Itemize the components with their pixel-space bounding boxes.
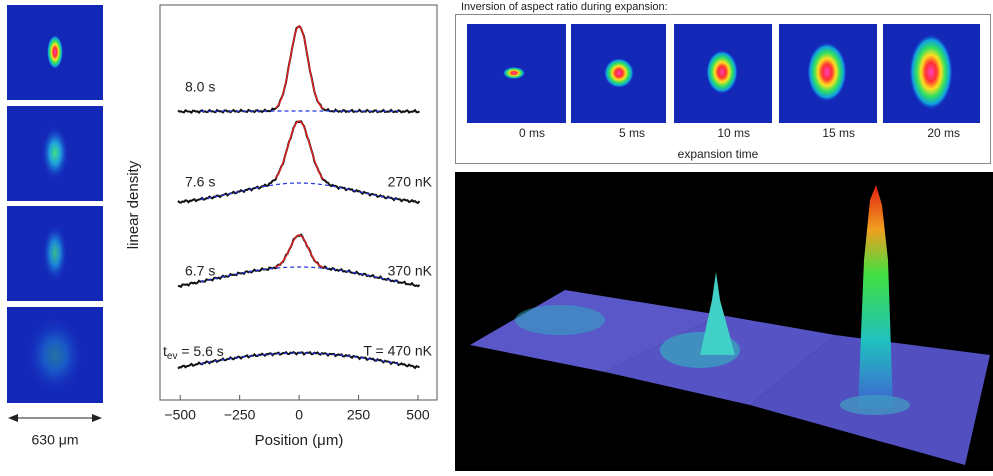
density-profile	[178, 121, 420, 203]
plot-frame	[160, 5, 437, 400]
expansion-title: Inversion of aspect ratio during expansi…	[461, 1, 668, 13]
temperature-label: 270 nK	[388, 174, 433, 190]
thermal-fit	[201, 183, 399, 199]
expansion-time-label: 10 ms	[717, 126, 750, 140]
expansion-time-label: 15 ms	[822, 126, 855, 140]
temperature-label: T = 470 nK	[363, 343, 432, 359]
temperature-label: 370 nK	[388, 263, 433, 279]
expansion-time-label: 20 ms	[927, 126, 960, 140]
time-label: 6.7 s	[185, 263, 215, 279]
scale-arrow	[8, 414, 102, 422]
expansion-time-label: 5 ms	[619, 126, 645, 140]
surface-render	[455, 172, 993, 471]
condensate-fit	[276, 235, 324, 267]
x-tick-label: 250	[347, 407, 371, 423]
y-axis-label: linear density	[125, 160, 142, 249]
scale-label: 630 μm	[32, 432, 79, 448]
expansion-axis-label: expansion time	[678, 147, 759, 161]
time-label: 8.0 s	[185, 79, 215, 95]
time-label: tev = 5.6 s	[163, 343, 224, 362]
time-subscript: ev	[167, 351, 178, 362]
expansion-images	[467, 24, 980, 123]
condensate-fit	[276, 26, 324, 109]
time-label: 7.6 s	[185, 174, 215, 190]
x-axis-label: Position (μm)	[255, 432, 344, 449]
time-text: = 5.6 s	[177, 343, 223, 359]
expansion-time-label: 0 ms	[519, 126, 545, 140]
x-tick-label: −500	[164, 407, 196, 423]
condensate-fit	[276, 121, 324, 180]
absorption-images	[7, 5, 103, 403]
density-profile	[178, 26, 420, 112]
x-tick-label: 0	[295, 407, 303, 423]
x-tick-label: −250	[224, 407, 256, 423]
x-tick-label: 500	[406, 407, 430, 423]
